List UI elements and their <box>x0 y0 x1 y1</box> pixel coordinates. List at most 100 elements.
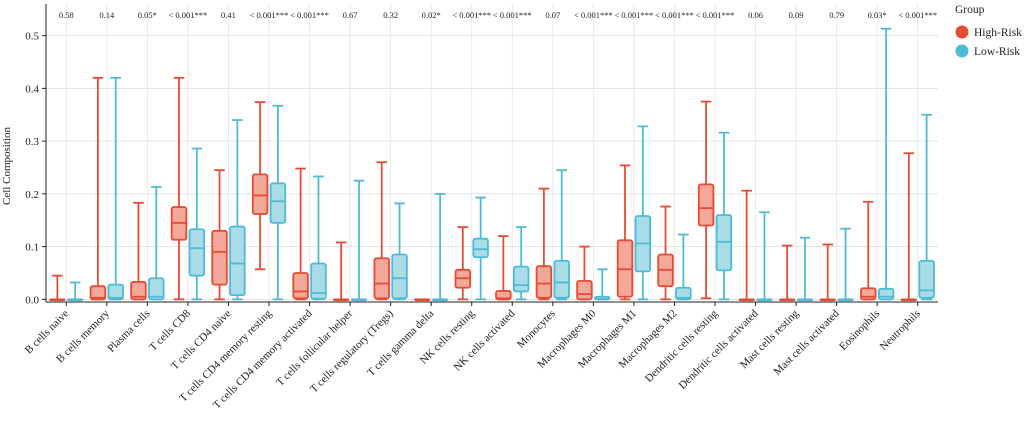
box-high-risk <box>292 167 309 301</box>
p-value-label: < 0.001*** <box>452 10 491 20</box>
box-iqr <box>310 262 327 300</box>
box-iqr <box>292 272 309 300</box>
p-value-label: 0.79 <box>829 10 844 20</box>
box-low-risk <box>553 169 570 301</box>
p-value-label: < 0.001*** <box>250 10 289 20</box>
legend-swatch-low-risk <box>955 44 969 58</box>
box-low-risk <box>837 227 854 302</box>
box-high-risk <box>495 235 512 301</box>
box-low-risk <box>796 236 814 302</box>
box-high-risk <box>535 187 553 301</box>
box-low-risk <box>310 175 327 301</box>
grid-lines <box>46 4 938 302</box>
box-iqr <box>107 283 124 301</box>
legend: Group High-Risk Low-Risk <box>955 4 1022 58</box>
p-value-label: 0.67 <box>343 10 358 20</box>
category-label: Monocytes <box>515 308 558 351</box>
box-high-risk <box>576 245 593 301</box>
box-iqr <box>553 259 570 299</box>
box-low-risk <box>472 196 489 301</box>
p-value-label: 0.58 <box>59 10 74 20</box>
box-high-risk <box>657 205 674 301</box>
box-iqr <box>697 183 715 227</box>
box-low-risk <box>431 192 449 302</box>
box-low-risk <box>715 131 733 301</box>
p-value-label: 0.03* <box>868 10 887 20</box>
p-value-label: 0.06 <box>748 10 763 20</box>
box-high-risk <box>819 243 836 302</box>
p-value-label: 0.14 <box>99 10 115 20</box>
box-high-risk <box>170 76 188 301</box>
box-low-risk <box>594 268 611 301</box>
p-values: 0.58 0.14 0.05* < 0.001*** 0.41 < 0.001*** < 0… <box>59 10 937 20</box>
p-value-label: < 0.001*** <box>655 10 694 20</box>
legend-swatch-high-risk <box>955 25 969 39</box>
box-iqr <box>148 277 165 301</box>
box-iqr <box>269 182 287 224</box>
y-tick-label: 0.3 <box>25 136 39 148</box>
box-low-risk <box>391 202 408 301</box>
box-high-risk <box>697 100 715 300</box>
p-value-label: < 0.001*** <box>169 10 208 20</box>
box-iqr <box>860 287 877 301</box>
box-high-risk <box>211 169 228 301</box>
legend-title: Group <box>955 4 985 16</box>
box-high-risk <box>900 152 918 302</box>
category-label: T cells follicular helper <box>274 307 355 388</box>
y-tick-label: 0.1 <box>25 242 39 254</box>
box-iqr <box>675 286 692 301</box>
p-value-label: 0.32 <box>383 10 398 20</box>
box-high-risk <box>738 189 755 302</box>
box-low-risk <box>66 281 84 302</box>
category-label: Neutrophils <box>878 308 923 353</box>
box-iqr <box>89 285 107 301</box>
box-low-risk <box>877 27 895 301</box>
box-iqr <box>130 281 147 301</box>
box-iqr <box>391 253 408 300</box>
boxes <box>49 27 935 302</box>
box-low-risk <box>634 125 652 301</box>
p-value-label: < 0.001*** <box>493 10 532 20</box>
box-high-risk <box>251 101 269 271</box>
category-label: Dendritic cells activated <box>677 307 761 391</box>
box-low-risk <box>675 233 692 301</box>
box-high-risk <box>332 241 350 302</box>
p-value-label: < 0.001*** <box>290 10 329 20</box>
box-iqr <box>472 237 489 259</box>
p-value-label: 0.09 <box>789 10 804 20</box>
p-value-label: 0.41 <box>221 10 236 20</box>
y-tick-label: 0.5 <box>25 31 39 43</box>
box-low-risk <box>269 104 287 301</box>
box-high-risk <box>860 200 877 301</box>
y-tick-label: 0.0 <box>25 294 39 306</box>
category-label: Eosinophils <box>837 308 882 353</box>
box-high-risk <box>454 226 472 301</box>
box-low-risk <box>918 113 935 301</box>
box-iqr <box>251 173 269 215</box>
box-iqr <box>576 280 593 301</box>
legend-label: Low-Risk <box>974 46 1020 58</box>
y-tick-label: 0.4 <box>25 83 39 95</box>
box-iqr <box>229 225 246 297</box>
box-low-risk <box>148 186 165 301</box>
box-low-risk <box>756 211 773 302</box>
box-iqr <box>373 257 390 300</box>
axes: 0.0 0.1 0.2 0.3 0.4 0.5 <box>25 4 938 306</box>
box-high-risk <box>778 244 796 302</box>
box-low-risk <box>107 76 124 301</box>
legend-label: High-Risk <box>974 27 1022 39</box>
box-iqr <box>535 265 553 299</box>
p-value-label: < 0.001*** <box>574 10 613 20</box>
box-low-risk <box>229 119 246 301</box>
box-iqr <box>211 229 228 286</box>
box-low-risk <box>188 147 206 301</box>
box-high-risk <box>89 76 107 301</box>
box-iqr <box>495 290 512 301</box>
p-value-label: < 0.001*** <box>898 10 937 20</box>
p-value-label: < 0.001*** <box>696 10 735 20</box>
box-iqr <box>918 259 935 299</box>
box-high-risk <box>616 164 634 301</box>
box-iqr <box>188 228 206 277</box>
